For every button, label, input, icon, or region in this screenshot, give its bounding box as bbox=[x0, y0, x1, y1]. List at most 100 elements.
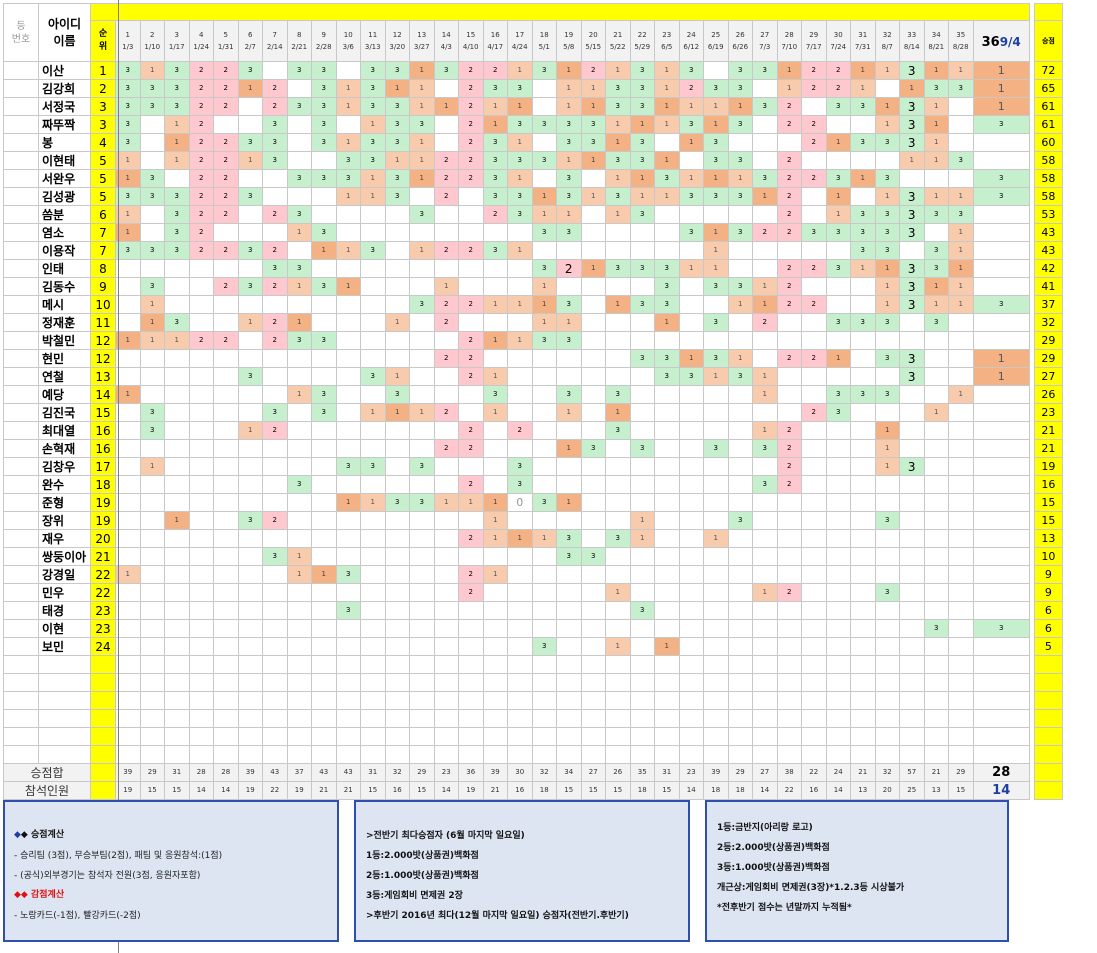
score-cell[interactable] bbox=[482, 673, 508, 692]
score-cell[interactable]: 3 bbox=[556, 331, 582, 350]
score-cell[interactable]: 3 bbox=[360, 151, 386, 170]
score-cell[interactable] bbox=[164, 421, 190, 440]
score-cell[interactable] bbox=[556, 691, 582, 710]
score-cell[interactable] bbox=[286, 583, 312, 602]
score-cell[interactable] bbox=[482, 259, 508, 278]
score-cell[interactable]: 3 bbox=[507, 187, 533, 206]
player-name[interactable]: 연철 bbox=[38, 367, 91, 386]
score-cell[interactable] bbox=[752, 493, 778, 512]
score-cell[interactable]: 3 bbox=[286, 259, 312, 278]
score-cell[interactable]: 3 bbox=[727, 511, 753, 530]
score-cell[interactable] bbox=[262, 727, 288, 746]
score-cell[interactable]: 3 bbox=[605, 421, 631, 440]
score-cell[interactable] bbox=[188, 511, 214, 530]
score-cell[interactable] bbox=[458, 385, 484, 404]
score-cell[interactable] bbox=[139, 547, 165, 566]
score-cell[interactable]: 3 bbox=[580, 115, 606, 134]
score-cell[interactable] bbox=[899, 745, 925, 764]
score-cell[interactable] bbox=[899, 475, 925, 494]
score-cell[interactable]: 2 bbox=[776, 115, 802, 134]
score-cell[interactable] bbox=[164, 601, 190, 620]
score-cell[interactable] bbox=[654, 133, 680, 152]
score-cell[interactable]: 3 bbox=[874, 385, 900, 404]
score-cell[interactable] bbox=[752, 673, 778, 692]
score-cell[interactable] bbox=[752, 637, 778, 656]
score-cell[interactable] bbox=[409, 421, 435, 440]
score-cell[interactable] bbox=[678, 637, 704, 656]
score-cell[interactable] bbox=[874, 655, 900, 674]
score-cell[interactable] bbox=[678, 151, 704, 170]
score-cell[interactable]: 3 bbox=[556, 385, 582, 404]
score-cell[interactable] bbox=[213, 655, 239, 674]
score-cell[interactable] bbox=[164, 619, 190, 638]
score-cell[interactable] bbox=[580, 601, 606, 620]
score-cell[interactable] bbox=[531, 97, 557, 116]
score-cell[interactable] bbox=[801, 565, 827, 584]
score-cell[interactable] bbox=[164, 529, 190, 548]
score-cell[interactable] bbox=[433, 691, 459, 710]
score-cell[interactable]: 3 bbox=[654, 367, 680, 386]
score-cell[interactable] bbox=[899, 709, 925, 728]
score-cell[interactable] bbox=[776, 367, 802, 386]
score-cell[interactable] bbox=[703, 61, 729, 80]
player-name[interactable]: 짜뚜짝 bbox=[38, 115, 91, 134]
score-cell[interactable] bbox=[899, 331, 925, 350]
score-cell[interactable] bbox=[188, 439, 214, 458]
score-cell[interactable] bbox=[507, 439, 533, 458]
player-name[interactable]: 정재훈 bbox=[38, 313, 91, 332]
week-header[interactable]: 1 1/3 bbox=[115, 20, 141, 62]
score-cell[interactable]: 3 bbox=[139, 403, 165, 422]
score-cell[interactable] bbox=[164, 547, 190, 566]
score-cell[interactable]: 1 bbox=[311, 241, 337, 260]
score-cell[interactable] bbox=[580, 727, 606, 746]
score-cell[interactable] bbox=[752, 691, 778, 710]
score-cell[interactable] bbox=[776, 133, 802, 152]
score-cell[interactable] bbox=[531, 133, 557, 152]
score-cell[interactable]: 2 bbox=[482, 205, 508, 224]
score-cell[interactable] bbox=[972, 331, 1030, 350]
score-cell[interactable] bbox=[923, 709, 949, 728]
score-cell[interactable] bbox=[678, 745, 704, 764]
score-cell[interactable]: 3 bbox=[923, 205, 949, 224]
score-cell[interactable] bbox=[531, 601, 557, 620]
score-cell[interactable] bbox=[899, 583, 925, 602]
score-cell[interactable] bbox=[213, 601, 239, 620]
score-cell[interactable]: 3 bbox=[384, 115, 410, 134]
score-cell[interactable]: 3 bbox=[654, 349, 680, 368]
score-cell[interactable] bbox=[899, 547, 925, 566]
score-cell[interactable] bbox=[188, 349, 214, 368]
score-cell[interactable]: 3 bbox=[727, 277, 753, 296]
score-cell[interactable]: 1 bbox=[850, 79, 876, 98]
score-cell[interactable] bbox=[237, 583, 263, 602]
score-cell[interactable]: 1 bbox=[360, 169, 386, 188]
score-cell[interactable] bbox=[580, 205, 606, 224]
score-cell[interactable]: 3 bbox=[899, 187, 925, 206]
score-cell[interactable] bbox=[335, 403, 361, 422]
score-cell[interactable] bbox=[752, 745, 778, 764]
score-cell[interactable]: 3 bbox=[507, 205, 533, 224]
score-cell[interactable] bbox=[727, 547, 753, 566]
score-cell[interactable]: 1 bbox=[605, 403, 631, 422]
score-cell[interactable] bbox=[409, 313, 435, 332]
score-cell[interactable]: 1 bbox=[115, 205, 141, 224]
score-cell[interactable]: 3 bbox=[874, 241, 900, 260]
score-cell[interactable] bbox=[654, 385, 680, 404]
score-cell[interactable] bbox=[899, 439, 925, 458]
score-cell[interactable] bbox=[482, 691, 508, 710]
score-cell[interactable] bbox=[286, 421, 312, 440]
score-cell[interactable] bbox=[335, 259, 361, 278]
score-cell[interactable] bbox=[213, 457, 239, 476]
score-cell[interactable] bbox=[286, 241, 312, 260]
score-cell[interactable]: 1 bbox=[384, 403, 410, 422]
score-cell[interactable] bbox=[752, 403, 778, 422]
score-cell[interactable] bbox=[115, 493, 141, 512]
score-cell[interactable] bbox=[433, 259, 459, 278]
score-cell[interactable]: 1 bbox=[972, 349, 1030, 368]
score-cell[interactable] bbox=[360, 331, 386, 350]
score-cell[interactable]: 2 bbox=[433, 295, 459, 314]
score-cell[interactable] bbox=[605, 727, 631, 746]
score-cell[interactable] bbox=[801, 745, 827, 764]
score-cell[interactable] bbox=[164, 457, 190, 476]
score-cell[interactable] bbox=[384, 691, 410, 710]
score-cell[interactable]: 3 bbox=[629, 133, 655, 152]
